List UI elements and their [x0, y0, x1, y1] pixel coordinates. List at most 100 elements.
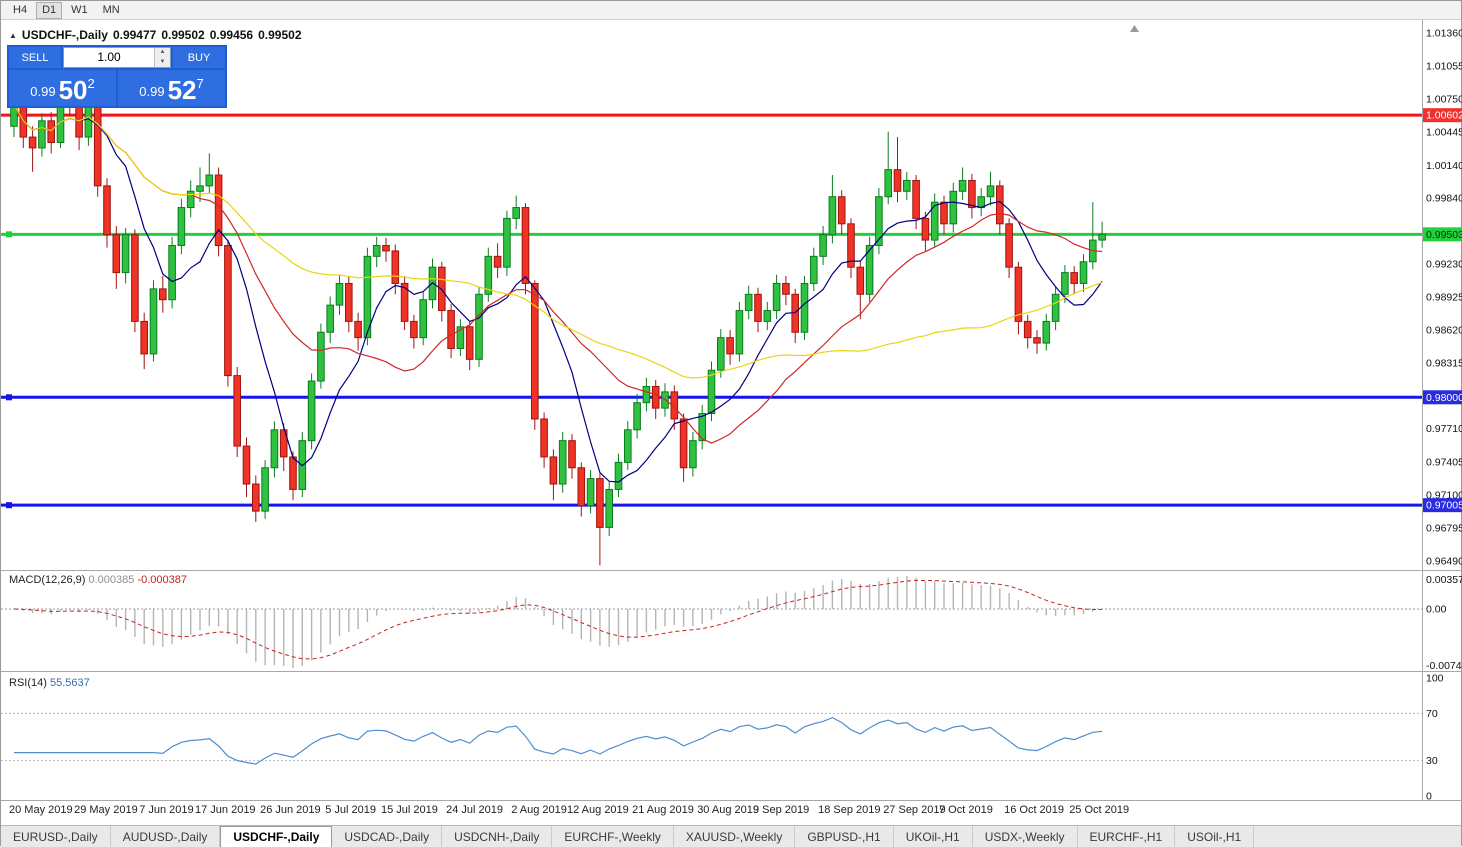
svg-text:70: 70 [1426, 708, 1438, 720]
macd-signal-line [13, 579, 1103, 660]
chart-tab[interactable]: USDX-,Weekly [972, 826, 1078, 847]
volume-down-icon[interactable]: ▼ [155, 57, 170, 67]
svg-text:1.00140: 1.00140 [1426, 160, 1462, 172]
macd-main-value: 0.000385 [88, 574, 135, 586]
chart-tab[interactable]: AUDUSD-,Daily [110, 826, 221, 847]
chart-tab[interactable]: USOil-,H1 [1175, 826, 1255, 847]
svg-text:1.00445: 1.00445 [1426, 127, 1462, 139]
ma-8 [13, 104, 1103, 483]
rsi-line [14, 716, 1103, 765]
chart-canvas[interactable]: 1.013601.010551.007501.004451.001400.998… [1, 20, 1462, 823]
buy-button[interactable]: BUY [173, 47, 225, 68]
svg-text:26 Jun 2019: 26 Jun 2019 [260, 804, 321, 816]
hline-handle[interactable] [6, 231, 12, 238]
svg-text:0.96795: 0.96795 [1426, 522, 1462, 534]
hline-handle[interactable] [6, 502, 12, 509]
timeframe-button-mn[interactable]: MN [102, 3, 120, 16]
rsi-name: RSI(14) [9, 677, 47, 689]
price-badge [1423, 108, 1462, 123]
svg-text:0.97405: 0.97405 [1426, 456, 1462, 468]
horizontal-lines [1, 113, 1422, 509]
svg-text:0.98925: 0.98925 [1426, 292, 1462, 304]
rsi-value: 55.5637 [49, 677, 90, 689]
macd-panel: 0.003574 0.00 -0.00749 [1, 574, 1462, 672]
svg-text:30 Aug 2019: 30 Aug 2019 [697, 804, 759, 816]
sell-price-button[interactable]: 0.99 50 2 [9, 70, 116, 106]
svg-text:5 Jul 2019: 5 Jul 2019 [325, 804, 376, 816]
ohlc-high: 0.99502 [161, 28, 205, 42]
svg-text:1.00602: 1.00602 [1426, 110, 1462, 122]
rsi-panel: 100 70 30 0 [1, 673, 1444, 803]
timeframe-button-w1[interactable]: W1 [71, 3, 88, 16]
date-axis: 20 May 2019 29 May 2019 7 Jun 2019 17 Jun 2… [9, 804, 1129, 816]
svg-text:0.00: 0.00 [1426, 603, 1447, 615]
panel-frame [1, 20, 1462, 801]
buy-price-base: 0.99 [139, 84, 165, 99]
svg-text:100: 100 [1426, 673, 1444, 685]
hline-handle[interactable] [6, 394, 12, 401]
svg-text:18 Sep 2019: 18 Sep 2019 [818, 804, 880, 816]
chart-tab[interactable]: USDCHF-,Daily [220, 826, 333, 847]
svg-text:0.97005: 0.97005 [1426, 500, 1462, 512]
chart-tab[interactable]: EURUSD-,Daily [1, 826, 111, 847]
timeframe-button-d1[interactable]: D1 [36, 1, 63, 19]
svg-text:-0.00749: -0.00749 [1426, 660, 1462, 672]
svg-text:0.99840: 0.99840 [1426, 192, 1462, 204]
ohlc-low: 0.99456 [209, 28, 254, 42]
svg-text:0.96490: 0.96490 [1426, 556, 1462, 568]
svg-text:17 Jun 2019: 17 Jun 2019 [195, 804, 256, 816]
macd-signal-value: -0.000387 [137, 574, 187, 586]
svg-text:1.00750: 1.00750 [1426, 94, 1462, 106]
svg-text:9 Sep 2019: 9 Sep 2019 [753, 804, 809, 816]
chart-title: ▲ USDCHF-,Daily 0.99477 0.99502 0.99456 … [9, 28, 302, 42]
svg-text:0.99503: 0.99503 [1426, 229, 1462, 241]
symbol-period-label: USDCHF-,Daily [21, 28, 108, 42]
rsi-indicator-label: RSI(14) 55.5637 [9, 677, 90, 689]
svg-text:0.99230: 0.99230 [1426, 258, 1462, 270]
svg-text:21 Aug 2019: 21 Aug 2019 [632, 804, 694, 816]
svg-text:12 Aug 2019: 12 Aug 2019 [567, 804, 629, 816]
svg-text:0.98000: 0.98000 [1426, 392, 1462, 404]
svg-text:7 Oct 2019: 7 Oct 2019 [939, 804, 993, 816]
price-badge [1423, 498, 1462, 513]
svg-text:1.01055: 1.01055 [1426, 61, 1462, 73]
chart-tab[interactable]: UKOil-,H1 [893, 826, 973, 847]
timeframe-button-h4[interactable]: H4 [13, 3, 28, 16]
chart-tab[interactable]: EURCHF-,H1 [1077, 826, 1176, 847]
ohlc-close: 0.99502 [258, 28, 302, 42]
svg-text:0.98620: 0.98620 [1426, 325, 1462, 337]
volume-field[interactable]: 1.00 ▲ ▼ [63, 47, 171, 68]
svg-text:7 Jun 2019: 7 Jun 2019 [139, 804, 193, 816]
one-click-trading-panel: SELL 1.00 ▲ ▼ BUY 0.99 50 2 0.99 52 7 [7, 45, 227, 108]
ma-20 [13, 104, 1103, 444]
svg-text:0.97710: 0.97710 [1426, 423, 1462, 435]
sell-button[interactable]: SELL [9, 47, 61, 68]
moving-averages [13, 104, 1103, 483]
volume-value[interactable]: 1.00 [97, 50, 121, 64]
price-badge [1423, 227, 1462, 242]
chart-tab[interactable]: GBPUSD-,H1 [795, 826, 894, 847]
svg-text:25 Oct 2019: 25 Oct 2019 [1069, 804, 1129, 816]
chart-tab[interactable]: USDCNH-,Daily [442, 826, 553, 847]
macd-name: MACD(12,26,9) [9, 574, 86, 586]
trade-panel-collapse-icon[interactable]: ▲ [9, 30, 17, 40]
chart-tab-bar: EURUSD-,Daily AUDUSD-,Daily USDCHF-,Daily U… [1, 825, 1461, 847]
sell-price-base: 0.99 [30, 84, 56, 99]
svg-text:0.003574: 0.003574 [1426, 574, 1462, 586]
chart-tab[interactable]: USDCAD-,Daily [332, 826, 443, 847]
svg-text:30: 30 [1426, 755, 1438, 767]
sell-price-big: 50 [58, 75, 88, 105]
chart-shift-marker [1130, 25, 1139, 32]
volume-spinner: ▲ ▼ [154, 48, 170, 67]
svg-text:0.98315: 0.98315 [1426, 358, 1462, 370]
svg-text:29 May 2019: 29 May 2019 [74, 804, 138, 816]
buy-price-button[interactable]: 0.99 52 7 [118, 70, 225, 106]
svg-text:16 Oct 2019: 16 Oct 2019 [1004, 804, 1064, 816]
volume-up-icon[interactable]: ▲ [155, 48, 170, 58]
price-axis: 1.01360 1.01055 1.00750 1.00445 1.00140 0.998… [1423, 28, 1462, 568]
chart-tab[interactable]: EURCHF-,Weekly [552, 826, 674, 847]
ohlc-open: 0.99477 [112, 28, 157, 42]
svg-text:2 Aug 2019: 2 Aug 2019 [511, 804, 567, 816]
chart-tab[interactable]: XAUUSD-,Weekly [673, 826, 796, 847]
